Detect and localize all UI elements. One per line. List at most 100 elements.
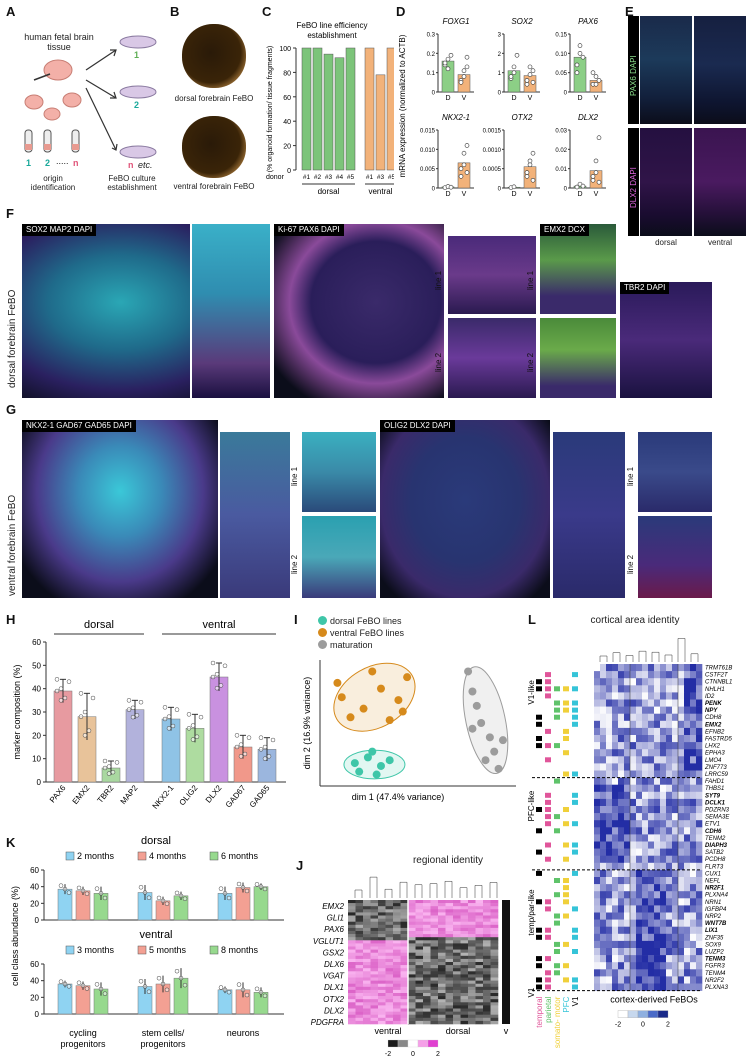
- d-ytick-label: 0.02: [555, 148, 567, 154]
- l-cell: [612, 877, 619, 885]
- d-point: [530, 177, 536, 183]
- j-cell: [445, 940, 454, 944]
- l-cell: [648, 699, 655, 707]
- c-ytick-label: 100: [279, 46, 291, 53]
- l-cell: [612, 791, 619, 800]
- j-cell: [468, 993, 476, 997]
- j-cell: [453, 937, 461, 941]
- l-gene-label: SATB2: [705, 850, 724, 856]
- e-bottom-marker-label: DLX2 DAPI: [629, 167, 638, 208]
- l-cell: [606, 891, 613, 899]
- l-cell: [594, 692, 601, 700]
- l-cell: [606, 855, 613, 864]
- d-point: [461, 150, 467, 156]
- l-cell: [696, 848, 703, 856]
- l-cell: [624, 720, 631, 729]
- l-cell: [666, 763, 673, 771]
- j-cell: [378, 909, 386, 913]
- l-cell: [654, 777, 661, 785]
- j-cell: [438, 980, 446, 984]
- l-cell: [648, 770, 655, 778]
- l-cell: [612, 827, 619, 835]
- l-cell: [600, 891, 607, 899]
- l-cell: [606, 940, 613, 949]
- j-cell: [460, 937, 469, 941]
- l-cell: [642, 777, 649, 785]
- j-cell: [378, 993, 386, 997]
- l-dendrogram: [690, 653, 699, 662]
- l-cell: [654, 727, 661, 736]
- l-cell: [672, 976, 679, 984]
- j-cell: [475, 999, 484, 1003]
- l-cell: [690, 869, 697, 878]
- j-cell: [438, 955, 446, 960]
- c-xlabel: donor: [266, 174, 285, 181]
- j-cell: [445, 974, 454, 978]
- l-cell: [624, 976, 631, 984]
- j-cell: [348, 993, 356, 997]
- j-cell: [393, 971, 401, 975]
- j-cell: [445, 958, 454, 963]
- j-cell: [490, 1017, 499, 1022]
- j-cell: [378, 958, 386, 963]
- l-cell: [672, 898, 679, 906]
- l-cell: [594, 862, 601, 871]
- h-ytick-label: 50: [32, 661, 41, 670]
- l-annotation-square: [536, 714, 542, 720]
- l-cell: [648, 948, 655, 956]
- l-cell: [594, 806, 601, 814]
- l-cell: [690, 855, 697, 864]
- l-cell: [594, 884, 601, 892]
- l-cell: [630, 919, 637, 927]
- d-ytick-label: 0.0015: [483, 129, 502, 135]
- j-cell: [453, 974, 461, 978]
- l-cell: [600, 699, 607, 707]
- j-cell: [483, 1002, 491, 1006]
- l-cell: [690, 685, 697, 693]
- j-cell: [378, 1005, 386, 1009]
- j-cell: [423, 946, 431, 950]
- j-cell: [348, 977, 356, 981]
- j-scale-swatch: [407, 1039, 419, 1048]
- j-cell: [415, 934, 424, 938]
- j-cell: [453, 1005, 461, 1009]
- l-cell: [630, 940, 637, 949]
- j-cell: [348, 1008, 356, 1012]
- j-cell: [363, 915, 371, 919]
- j-cell: [460, 952, 469, 957]
- l-cell: [636, 806, 643, 814]
- l-cell: [684, 898, 691, 906]
- e-ventral-dlx2-image: [694, 128, 746, 236]
- d-point: [458, 80, 464, 85]
- j-cell: [445, 906, 454, 910]
- j-cell: [378, 946, 386, 950]
- j-cell: [363, 940, 371, 944]
- culture-label: FeBO culture establishment: [107, 174, 157, 192]
- j-cell: [423, 943, 431, 947]
- l-cell: [654, 848, 661, 856]
- j-cell: [400, 1020, 409, 1025]
- l-dendrogram: [612, 652, 621, 662]
- l-cell: [684, 699, 691, 707]
- j-cell: [445, 1002, 454, 1006]
- l-cell: [678, 813, 685, 821]
- l-cell: [594, 798, 601, 807]
- j-cell: [348, 996, 356, 1000]
- e-ventral-pax6-image: [694, 16, 746, 124]
- j-cell: [468, 989, 476, 994]
- i-point: [376, 684, 385, 693]
- l-cell: [684, 756, 691, 764]
- j-cell: [355, 971, 364, 975]
- j-cell: [348, 909, 356, 913]
- j-cell: [408, 999, 416, 1003]
- j-cell: [408, 980, 416, 984]
- l-cell: [642, 727, 649, 736]
- j-cell: [423, 965, 431, 969]
- l-cell: [684, 891, 691, 899]
- j-cell: [423, 974, 431, 978]
- l-annotation-square: [563, 892, 569, 898]
- j-cell: [355, 918, 364, 922]
- j-cell: [370, 958, 379, 963]
- l-cell: [606, 706, 613, 714]
- g-olig2-dlx2-image: OLIG2 DLX2 DAPI: [380, 420, 550, 598]
